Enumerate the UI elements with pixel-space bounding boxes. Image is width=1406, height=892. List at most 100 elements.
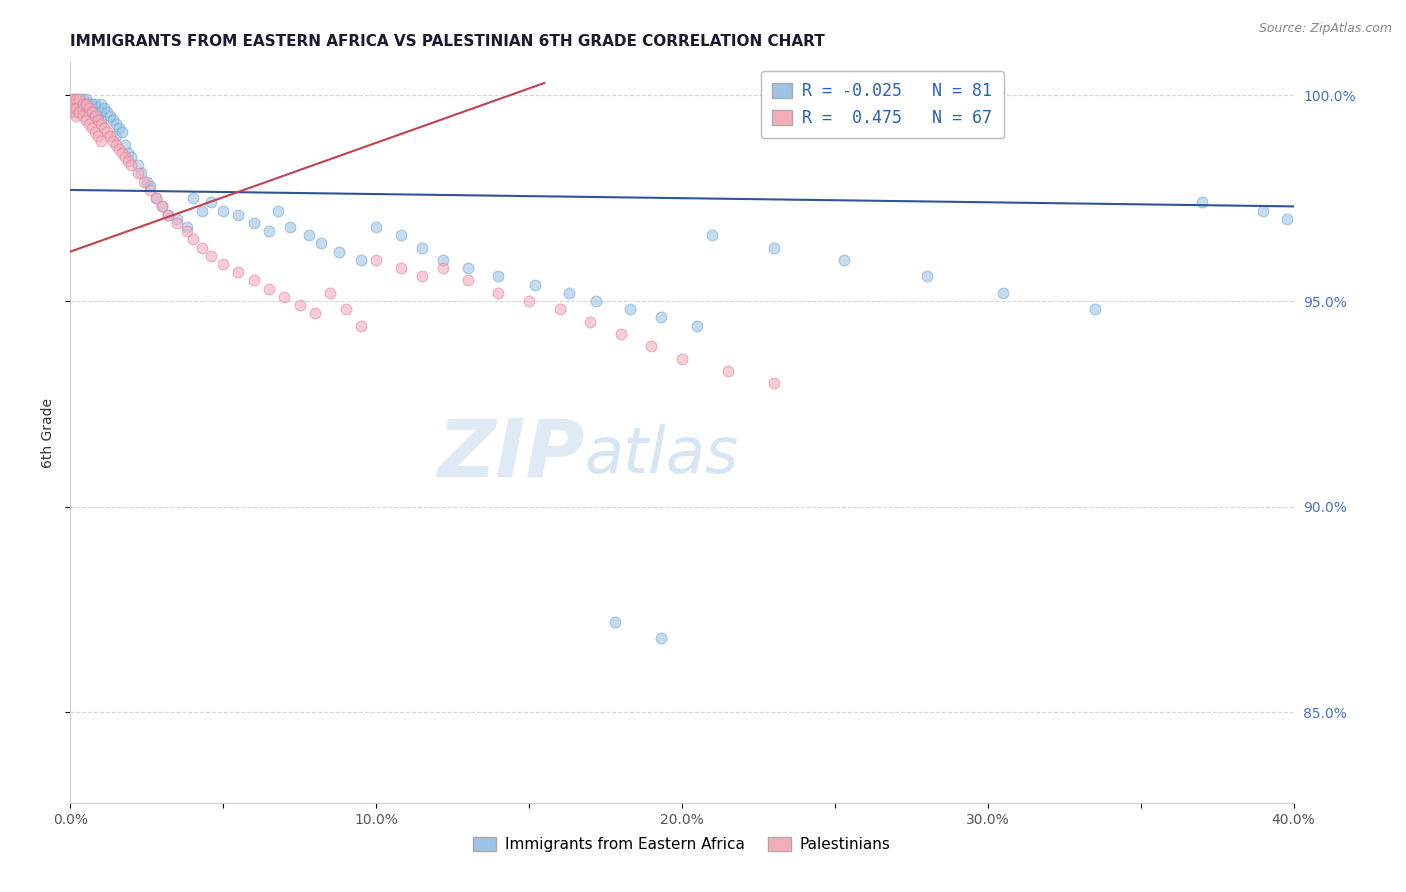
- Point: [366, 252, 388, 267]
- Point: [176, 219, 198, 234]
- Point: [114, 150, 136, 164]
- Point: [350, 318, 373, 333]
- Point: [228, 208, 250, 222]
- Point: [108, 142, 131, 156]
- Point: [432, 261, 454, 276]
- Point: [83, 109, 105, 123]
- Point: [62, 101, 84, 115]
- Point: [114, 137, 136, 152]
- Point: [432, 252, 454, 267]
- Point: [69, 96, 91, 111]
- Point: [75, 113, 97, 128]
- Point: [191, 240, 214, 254]
- Point: [650, 632, 672, 646]
- Point: [257, 224, 280, 238]
- Point: [62, 96, 84, 111]
- Point: [200, 195, 222, 210]
- Point: [72, 101, 94, 115]
- Y-axis label: 6th Grade: 6th Grade: [41, 398, 55, 467]
- Point: [488, 285, 510, 300]
- Point: [309, 236, 332, 251]
- Point: [77, 101, 100, 115]
- Point: [87, 129, 110, 144]
- Point: [389, 261, 412, 276]
- Point: [96, 125, 118, 139]
- Point: [80, 96, 103, 111]
- Point: [65, 96, 87, 111]
- Point: [80, 104, 103, 119]
- Point: [77, 101, 100, 115]
- Point: [150, 199, 173, 213]
- Point: [127, 166, 149, 180]
- Point: [157, 208, 180, 222]
- Point: [90, 134, 112, 148]
- Point: [191, 203, 214, 218]
- Point: [65, 92, 87, 106]
- Point: [298, 228, 321, 243]
- Point: [121, 150, 143, 164]
- Point: [90, 113, 112, 128]
- Point: [65, 101, 87, 115]
- Point: [548, 302, 571, 317]
- Point: [717, 364, 740, 378]
- Point: [90, 104, 112, 119]
- Point: [62, 104, 84, 119]
- Point: [619, 302, 641, 317]
- Point: [650, 310, 672, 325]
- Point: [176, 224, 198, 238]
- Point: [762, 240, 785, 254]
- Point: [75, 92, 97, 106]
- Point: [181, 232, 204, 246]
- Point: [243, 216, 266, 230]
- Point: [69, 104, 91, 119]
- Point: [457, 273, 479, 287]
- Point: [87, 113, 110, 128]
- Point: [228, 265, 250, 279]
- Point: [87, 101, 110, 115]
- Point: [77, 96, 100, 111]
- Text: ZIP: ZIP: [437, 416, 583, 494]
- Point: [150, 199, 173, 213]
- Point: [72, 92, 94, 106]
- Point: [83, 96, 105, 111]
- Point: [1277, 211, 1299, 226]
- Point: [75, 96, 97, 111]
- Point: [83, 109, 105, 123]
- Point: [457, 261, 479, 276]
- Point: [111, 145, 134, 160]
- Text: IMMIGRANTS FROM EASTERN AFRICA VS PALESTINIAN 6TH GRADE CORRELATION CHART: IMMIGRANTS FROM EASTERN AFRICA VS PALEST…: [70, 34, 825, 49]
- Point: [1084, 302, 1107, 317]
- Point: [411, 269, 433, 284]
- Point: [212, 257, 235, 271]
- Point: [101, 113, 124, 128]
- Legend: Immigrants from Eastern Africa, Palestinians: Immigrants from Eastern Africa, Palestin…: [467, 830, 897, 858]
- Point: [98, 129, 121, 144]
- Point: [832, 252, 855, 267]
- Point: [72, 109, 94, 123]
- Point: [366, 219, 388, 234]
- Point: [610, 326, 633, 341]
- Point: [273, 290, 295, 304]
- Point: [90, 96, 112, 111]
- Point: [411, 240, 433, 254]
- Text: Source: ZipAtlas.com: Source: ZipAtlas.com: [1258, 22, 1392, 36]
- Point: [105, 117, 128, 131]
- Point: [127, 158, 149, 172]
- Point: [62, 96, 84, 111]
- Point: [139, 183, 162, 197]
- Point: [75, 104, 97, 119]
- Point: [121, 158, 143, 172]
- Point: [350, 252, 373, 267]
- Point: [80, 104, 103, 119]
- Point: [69, 92, 91, 106]
- Point: [212, 203, 235, 218]
- Point: [65, 104, 87, 119]
- Point: [65, 109, 87, 123]
- Point: [915, 269, 938, 284]
- Point: [524, 277, 547, 292]
- Point: [157, 208, 180, 222]
- Point: [132, 175, 155, 189]
- Point: [640, 339, 662, 353]
- Point: [991, 285, 1014, 300]
- Point: [139, 178, 162, 193]
